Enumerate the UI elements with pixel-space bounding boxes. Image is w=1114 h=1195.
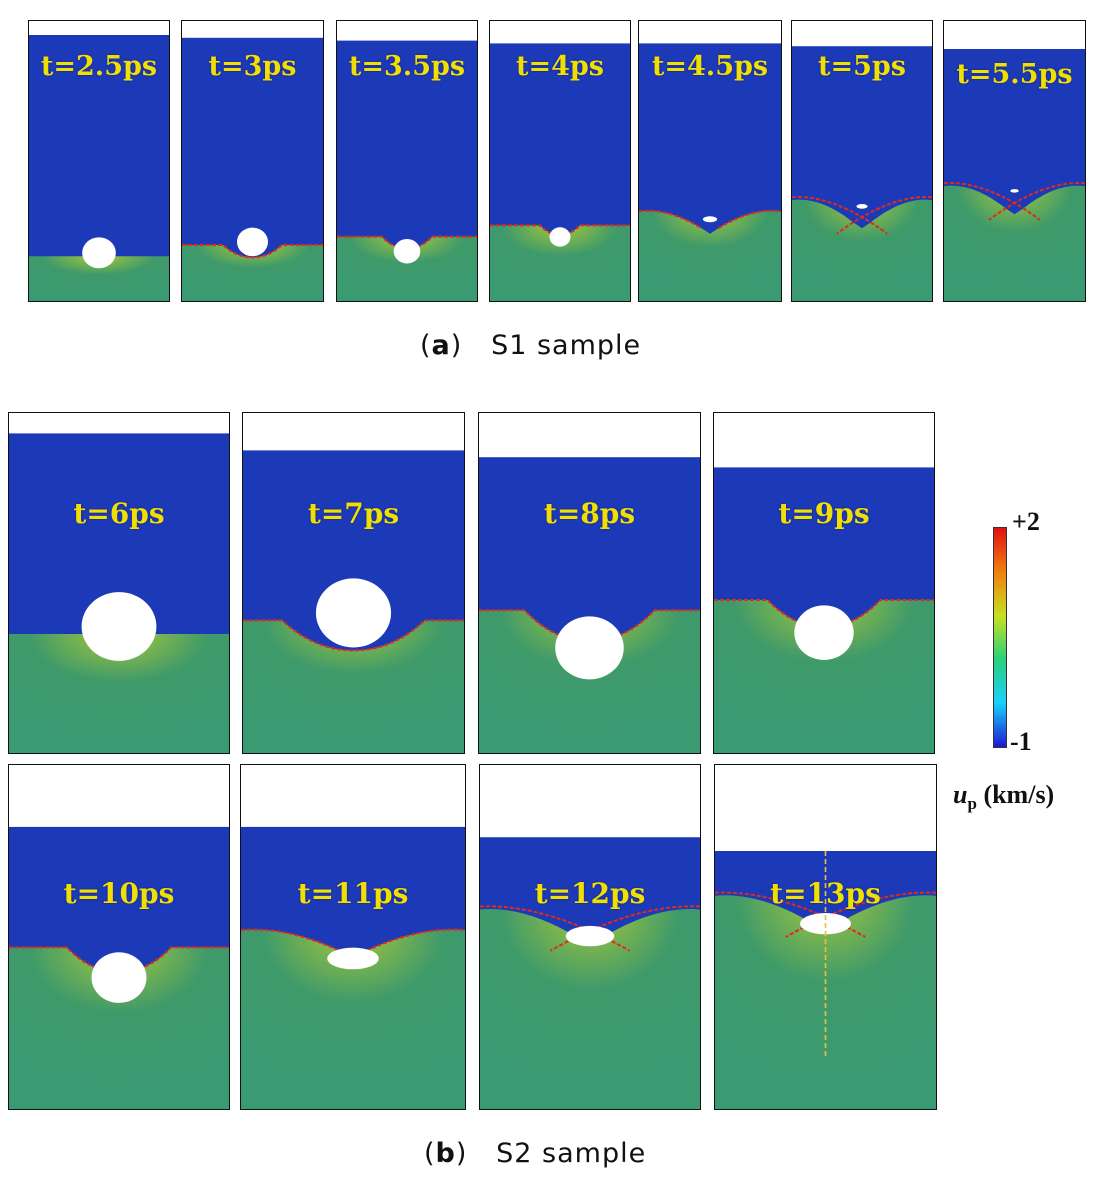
frame-a-2: t=3ps (181, 20, 324, 302)
caption-text: S1 sample (491, 330, 642, 361)
frame-a-3: t=3.5ps (336, 20, 478, 302)
frame-b-8: t=13ps (714, 764, 937, 1110)
void (794, 605, 854, 660)
void (702, 216, 718, 223)
time-label: t=2.5ps (40, 51, 158, 82)
time-label: t=6ps (73, 497, 165, 530)
compressed-region (9, 634, 229, 753)
caption-a: (a) S1 sample (420, 330, 642, 361)
compressed-region (337, 236, 477, 301)
time-label: t=7ps (307, 497, 400, 530)
colorbar-subscript: p (967, 794, 977, 814)
compressed-region (792, 199, 932, 301)
void (327, 947, 379, 970)
void (856, 204, 868, 209)
void (549, 227, 571, 247)
caption-letter: b (435, 1138, 456, 1169)
time-label: t=12ps (534, 877, 646, 910)
frame-b-4: t=9ps (713, 412, 935, 754)
colorbar-max-label: +2 (1012, 507, 1040, 536)
frame-image (182, 37, 323, 301)
frame-image (715, 851, 936, 1109)
colorbar-unit: (km/s) (983, 780, 1055, 809)
shock-front (792, 196, 932, 235)
shock-front (479, 609, 700, 643)
compressed-region (243, 620, 464, 753)
frame-a-7: t=5.5ps (943, 20, 1086, 302)
frame-b-5: t=10ps (8, 764, 230, 1110)
compressed-region (182, 245, 323, 301)
void (82, 237, 116, 269)
frame-image (9, 433, 229, 753)
void (1010, 189, 1019, 193)
frame-image (29, 35, 169, 301)
frame-image (243, 450, 464, 753)
colorbar-min-label: -1 (1010, 727, 1032, 756)
time-label: t=8ps (543, 497, 636, 530)
compressed-region (241, 929, 465, 1109)
time-label: t=5ps (818, 51, 906, 82)
compressed-region (639, 210, 781, 301)
frame-a-6: t=5ps (791, 20, 933, 302)
frame-image (241, 826, 465, 1109)
shock-front (182, 244, 323, 259)
compressed-region (715, 895, 936, 1109)
frame-image (480, 837, 700, 1109)
void (91, 952, 147, 1003)
compressed-region (29, 256, 169, 301)
compressed-region (479, 610, 700, 753)
colorbar-symbol: u (953, 780, 968, 809)
frame-a-5: t=4.5ps (638, 20, 782, 302)
frame-image (639, 43, 781, 301)
colorbar (993, 527, 1007, 748)
shock-front (480, 905, 700, 952)
compressed-region (9, 947, 229, 1109)
frame-a-1: t=2.5ps (28, 20, 170, 302)
time-label: t=3.5ps (348, 51, 466, 82)
void (393, 238, 421, 264)
time-label: t=9ps (778, 497, 870, 530)
shock-front (715, 891, 936, 938)
frame-a-4: t=4ps (489, 20, 631, 302)
time-label: t=10ps (63, 877, 175, 910)
frame-b-1: t=6ps (8, 412, 230, 754)
time-label: t=5.5ps (956, 59, 1073, 90)
void (565, 925, 615, 947)
frame-image (792, 46, 932, 301)
compressed-region (480, 909, 700, 1109)
compressed-region (944, 185, 1085, 301)
caption-b: (b) S2 sample (424, 1138, 647, 1169)
compressed-region (714, 600, 934, 753)
colorbar-unit-label: up (km/s) (953, 780, 1054, 814)
frame-image (714, 467, 934, 753)
void (315, 578, 392, 648)
frame-b-3: t=8ps (478, 412, 701, 754)
time-label: t=13ps (770, 877, 881, 910)
frame-b-2: t=7ps (242, 412, 465, 754)
compressed-region (490, 225, 630, 301)
frame-image (479, 457, 700, 753)
caption-text: S2 sample (496, 1138, 647, 1169)
void (81, 592, 157, 661)
shock-front (944, 182, 1085, 221)
void (236, 227, 269, 257)
caption-letter: a (431, 330, 451, 361)
frame-image (337, 40, 477, 301)
frame-image (490, 43, 630, 301)
shock-front (241, 928, 465, 952)
frame-image (9, 826, 229, 1109)
void (555, 616, 624, 680)
time-label: t=3ps (208, 51, 297, 82)
frame-b-6: t=11ps (240, 764, 466, 1110)
frame-b-7: t=12ps (479, 764, 701, 1110)
time-label: t=4.5ps (651, 51, 769, 82)
frame-image (944, 49, 1085, 301)
time-label: t=11ps (297, 877, 409, 910)
shock-front (639, 209, 781, 230)
time-label: t=4ps (516, 51, 604, 82)
